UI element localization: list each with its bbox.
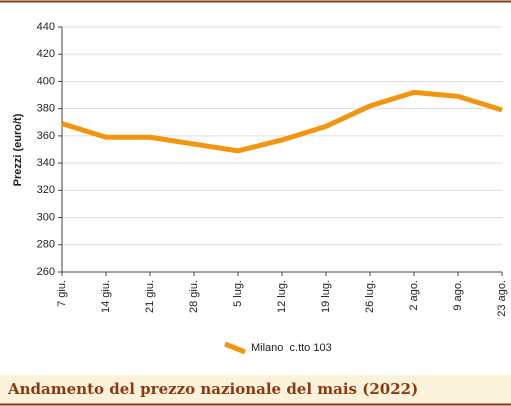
x-tick-label: 12 lug.: [276, 280, 288, 313]
y-tick-label: 400: [37, 75, 55, 87]
data-line: [61, 89, 503, 154]
x-tick-label: 7 giu.: [56, 280, 68, 307]
y-tick-label: 440: [37, 21, 55, 33]
x-tick-label: 26 lug.: [364, 280, 376, 313]
x-tick-label: 14 giu.: [100, 280, 112, 313]
x-tick-label: 28 giu.: [188, 280, 200, 313]
x-tick-label: 23 ago.: [496, 280, 508, 317]
title-band: [0, 375, 511, 404]
y-tick-label: 320: [37, 184, 55, 196]
y-tick-label: 360: [37, 130, 55, 142]
legend-label: Milano c.tto 103: [251, 342, 332, 354]
x-tick-label: 5 lug.: [232, 280, 244, 307]
y-tick-label: 280: [37, 239, 55, 251]
x-tick-label: 2 ago.: [408, 280, 420, 311]
y-tick-label: 420: [37, 48, 55, 60]
y-axis-label: Prezzi (euro/t): [12, 113, 24, 186]
y-tick-label: 340: [37, 157, 55, 169]
y-tick-label: 260: [37, 266, 55, 278]
legend-swatch: [224, 341, 246, 355]
x-tick-label: 19 lug.: [320, 280, 332, 313]
y-tick-label: 380: [37, 103, 55, 115]
x-tick-label: 9 ago.: [452, 280, 464, 311]
chart-title: Andamento del prezzo nazionale del mais …: [7, 380, 418, 398]
y-tick-label: 300: [37, 211, 55, 223]
x-tick-label: 21 giu.: [144, 280, 156, 313]
